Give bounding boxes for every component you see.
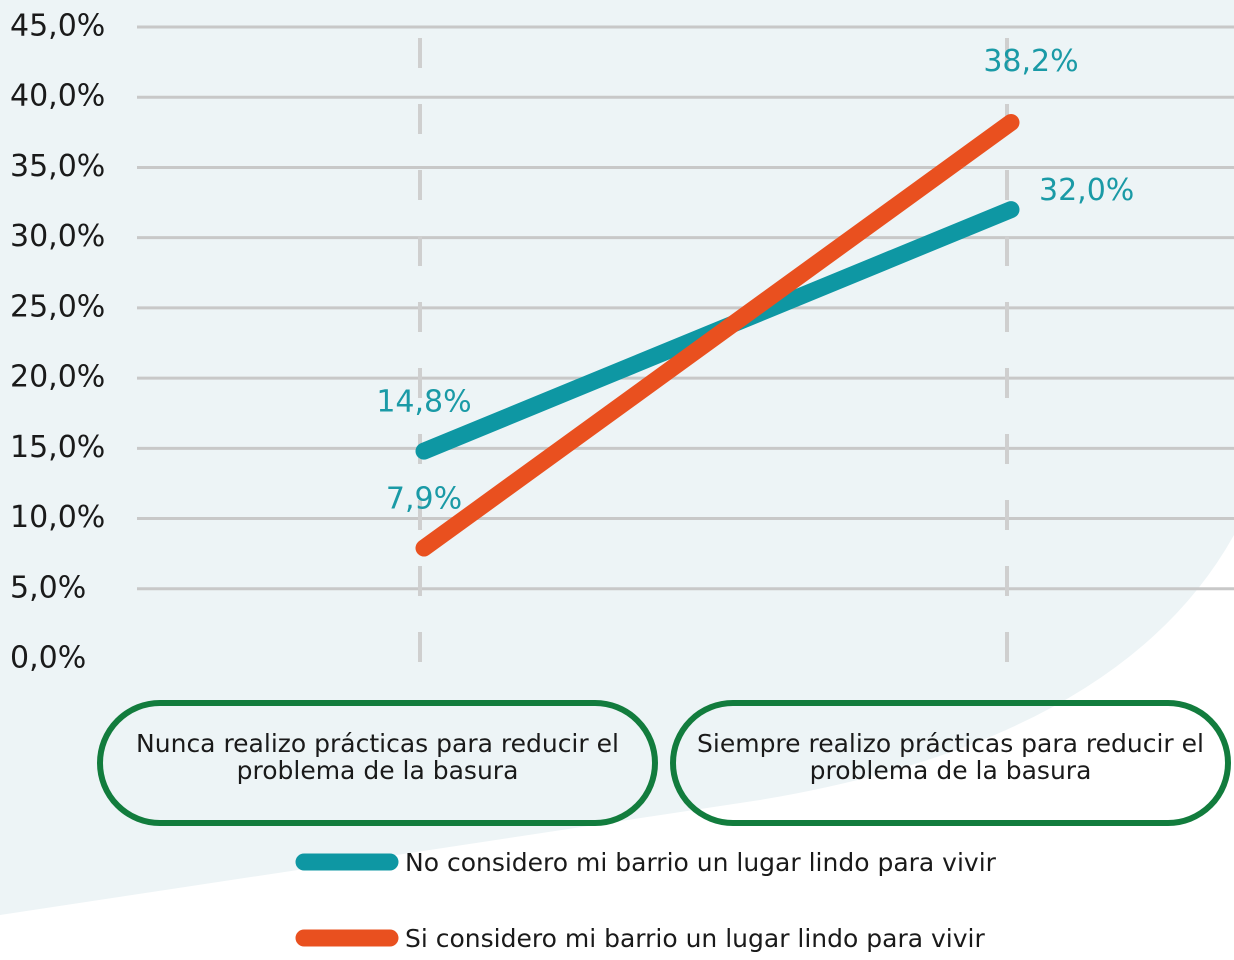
legend-label: Si considero mi barrio un lugar lindo pa… xyxy=(405,924,985,953)
x-tick-label: Nunca realizo prácticas para reducir el … xyxy=(136,729,619,785)
category-box xyxy=(97,700,658,826)
series-line xyxy=(415,114,1020,557)
y-tick-label: 40,0% xyxy=(10,79,105,114)
data-label: 38,2% xyxy=(983,44,1078,79)
data-label: 7,9% xyxy=(386,482,462,517)
background-shape xyxy=(0,0,1234,915)
y-tick-label: 15,0% xyxy=(10,430,105,465)
y-tick-label: 5,0% xyxy=(10,570,86,605)
legend-label: No considero mi barrio un lugar lindo pa… xyxy=(405,848,997,877)
y-tick-label: 30,0% xyxy=(10,219,105,254)
y-tick-label: 45,0% xyxy=(10,9,105,44)
y-tick-label: 10,0% xyxy=(10,500,105,535)
data-label: 32,0% xyxy=(1039,173,1134,208)
y-tick-label: 0,0% xyxy=(10,641,86,676)
data-label: 14,8% xyxy=(376,385,471,420)
x-tick-label: Siempre realizo prácticas para reducir e… xyxy=(697,729,1204,785)
y-tick-label: 25,0% xyxy=(10,289,105,324)
y-tick-label: 20,0% xyxy=(10,360,105,395)
category-box xyxy=(670,700,1231,826)
y-tick-label: 35,0% xyxy=(10,149,105,184)
